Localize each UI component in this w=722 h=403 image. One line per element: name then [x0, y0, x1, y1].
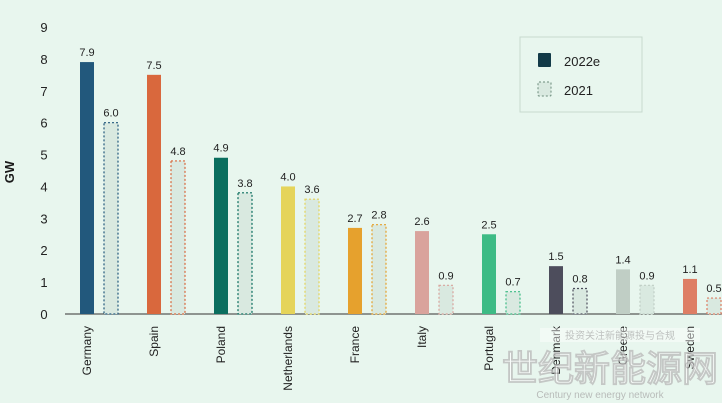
x-tick-label-france: France — [348, 326, 362, 364]
y-axis-label: GW — [2, 160, 17, 183]
watermark-title: 世纪新能源网 — [502, 348, 718, 389]
x-tick-label-poland: Poland — [214, 326, 228, 363]
bar-label-2022e-greece: 1.4 — [615, 254, 630, 266]
bar-2021-netherlands — [304, 198, 320, 315]
bar-2021-poland — [237, 192, 253, 315]
x-tick-label-denmark: Denmark — [549, 325, 563, 375]
legend-label-2021: 2021 — [564, 83, 593, 98]
y-tick-label: 4 — [40, 179, 47, 194]
watermark: 投资关注新能源投与合规 世纪新能源网 Century new energy ne… — [502, 328, 718, 401]
x-tick-label-italy: Italy — [415, 326, 429, 348]
bar-2022e-france — [348, 227, 362, 314]
bar-label-2022e-italy: 2.6 — [414, 216, 429, 228]
bar-label-2021-portugal: 0.7 — [505, 277, 520, 289]
y-tick-label: 3 — [40, 211, 47, 226]
bar-2021-sweden — [706, 297, 722, 315]
bar-2021-portugal — [505, 291, 521, 315]
y-axis: 0 1 2 3 4 5 6 7 8 9 — [40, 20, 47, 322]
legend: 2022e 2021 — [519, 36, 643, 113]
x-tick-label-sweden: Sweden — [683, 326, 697, 369]
bar-label-2021-france: 2.8 — [371, 210, 386, 222]
x-tick-label-spain: Spain — [147, 326, 161, 357]
bar-2022e-portugal — [482, 234, 496, 314]
legend-label-2022e: 2022e — [564, 54, 600, 69]
bar-label-2021-germany: 6.0 — [103, 108, 118, 120]
bar-label-2021-italy: 0.9 — [438, 270, 453, 282]
bar-2022e-italy — [415, 231, 429, 314]
bar-label-2021-netherlands: 3.6 — [304, 184, 319, 196]
bar-label-2021-poland: 3.8 — [237, 178, 252, 190]
bar-2022e-sweden — [683, 278, 697, 314]
y-tick-label: 7 — [40, 84, 47, 99]
bar-2022e-netherlands — [281, 186, 295, 314]
y-tick-label: 1 — [40, 275, 47, 290]
y-tick-label: 0 — [40, 307, 47, 322]
x-tick-label-netherlands: Netherlands — [281, 326, 295, 391]
bar-label-2021-denmark: 0.8 — [572, 273, 587, 285]
y-tick-label: 2 — [40, 243, 47, 258]
bar-2022e-denmark — [549, 266, 563, 314]
bar-2021-spain — [170, 160, 186, 315]
y-tick-label: 5 — [40, 148, 47, 163]
bar-label-2021-spain: 4.8 — [170, 146, 185, 158]
bars — [80, 62, 722, 315]
bar-value-labels: 7.9 6.0 7.5 4.8 4.9 3.8 4.0 3.6 2.7 2.8 2.6 0.9 2.5 0… — [79, 47, 721, 295]
bar-2021-denmark — [572, 287, 588, 315]
bar-label-2021-greece: 0.9 — [639, 270, 654, 282]
y-tick-label: 9 — [40, 20, 47, 35]
bar-label-2022e-spain: 7.5 — [146, 60, 161, 72]
legend-box — [519, 36, 643, 113]
legend-swatch-2021 — [537, 81, 552, 97]
bar-label-2022e-denmark: 1.5 — [548, 251, 563, 263]
watermark-subtitle: Century new energy network — [536, 390, 664, 401]
y-tick-label: 8 — [40, 52, 47, 67]
bar-label-2022e-netherlands: 4.0 — [280, 171, 295, 183]
bar-label-2022e-germany: 7.9 — [79, 47, 94, 59]
bar-2022e-spain — [147, 74, 161, 314]
bar-label-2021-sweden: 0.5 — [706, 283, 721, 295]
bar-label-2022e-france: 2.7 — [347, 213, 362, 225]
legend-swatch-2022e — [538, 53, 551, 67]
y-tick-label: 6 — [40, 116, 47, 131]
watermark-tag: 投资关注新能源投与合规 — [565, 329, 675, 342]
bar-label-2022e-poland: 4.9 — [213, 143, 228, 155]
x-axis-tick-labels: Germany Spain Poland Netherlands France Italy… — [80, 325, 697, 391]
bar-label-2022e-portugal: 2.5 — [481, 219, 496, 231]
bar-2021-greece — [639, 284, 655, 315]
bar-2022e-poland — [214, 157, 228, 314]
x-tick-label-greece: Greece — [616, 326, 630, 366]
watermark-tag-box — [540, 328, 700, 342]
bar-2022e-greece — [616, 269, 630, 314]
bar-label-2022e-sweden: 1.1 — [682, 264, 697, 276]
bar-2022e-germany — [80, 62, 94, 315]
x-tick-label-portugal: Portugal — [482, 326, 496, 371]
x-tick-label-germany: Germany — [80, 326, 94, 375]
bar-2021-france — [371, 224, 387, 315]
bar-2021-italy — [438, 284, 454, 315]
bar-2021-germany — [103, 122, 119, 315]
